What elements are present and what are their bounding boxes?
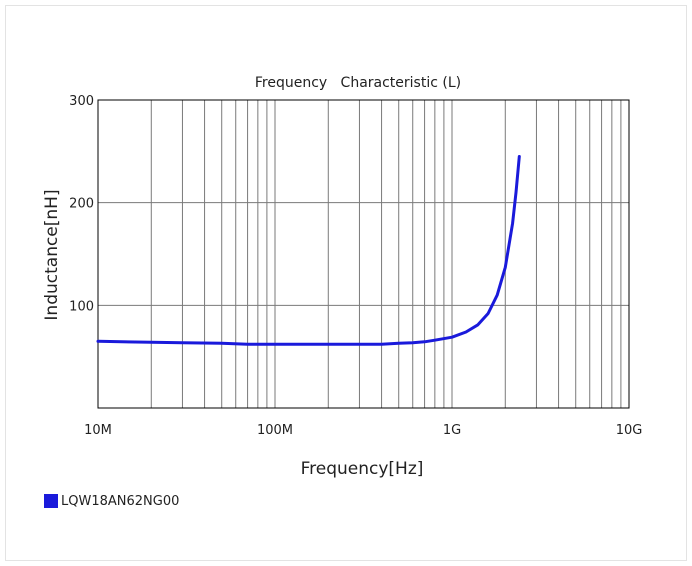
y-tick-label: 200 <box>69 197 94 212</box>
x-tick-label: 1G <box>443 423 461 438</box>
chart-title: Frequency Characteristic (L) <box>255 75 461 91</box>
y-tick-label: 300 <box>69 94 94 109</box>
y-tick-label: 100 <box>69 299 94 314</box>
grid <box>98 100 629 408</box>
legend-swatch <box>44 494 58 508</box>
series-layer <box>96 155 521 346</box>
x-tick-label: 10M <box>84 423 112 438</box>
series-line <box>96 155 521 346</box>
x-axis-label: Frequency[Hz] <box>301 459 424 479</box>
tick-labels: 10M 100M 1G 10G 100 200 300 <box>69 94 642 438</box>
x-tick-label: 100M <box>257 423 293 438</box>
legend-label: LQW18AN62NG00 <box>61 493 180 509</box>
legend: LQW18AN62NG00 <box>44 493 179 509</box>
chart-frame <box>5 5 687 561</box>
x-tick-label: 10G <box>616 423 643 438</box>
y-axis-label: Inductance[nH] <box>42 189 62 320</box>
plot-area <box>97 99 630 409</box>
